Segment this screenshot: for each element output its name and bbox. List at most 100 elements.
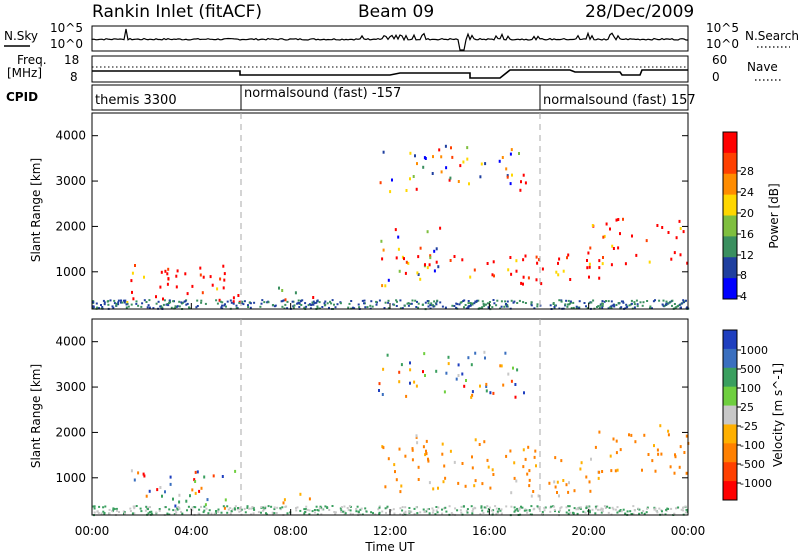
range-gate-cell [415, 384, 418, 388]
range-gate-cell [260, 302, 263, 305]
range-gate-cell [315, 301, 318, 304]
range-gate-cell [221, 475, 224, 478]
range-gate-cell [204, 503, 207, 507]
range-gate-cell [415, 187, 418, 191]
range-gate-cell [600, 511, 603, 514]
range-gate-cell [224, 303, 226, 306]
range-gate-cell [304, 508, 307, 511]
range-gate-cell [200, 505, 202, 508]
range-gate-cell [618, 302, 621, 305]
range-gate-cell [166, 282, 169, 286]
range-gate-cell [432, 487, 435, 491]
range-gate-cell [570, 307, 573, 310]
range-gate-cell [548, 481, 551, 485]
range-gate-cell [516, 302, 519, 304]
range-gate-cell [510, 299, 513, 302]
range-gate-cell [510, 491, 513, 495]
range-gate-cell [560, 459, 563, 463]
range-gate-cell [629, 510, 632, 513]
range-gate-cell [649, 305, 652, 308]
range-gate-cell [444, 506, 447, 509]
range-gate-cell [431, 507, 434, 510]
range-gate-cell [557, 261, 559, 265]
range-gate-cell [198, 508, 201, 511]
range-gate-cell [684, 505, 687, 508]
range-gate-cell [163, 299, 166, 302]
range-gate-cell [624, 512, 627, 515]
range-gate-cell [441, 508, 443, 511]
range-gate-cell [382, 446, 385, 450]
range-gate-cell [176, 305, 179, 308]
range-gate-cell [92, 505, 95, 508]
range-gate-cell [648, 260, 651, 264]
range-gate-cell [231, 508, 234, 511]
range-gate-cell [147, 508, 149, 511]
range-gate-cell [92, 301, 95, 304]
range-gate-cell [174, 305, 177, 308]
noise-right-label: N.Search [745, 29, 799, 43]
range-gate-cell [439, 226, 442, 230]
range-gate-cell [470, 395, 473, 399]
range-gate-cell [560, 300, 563, 303]
y-tick-label: 1000 [55, 471, 86, 485]
range-gate-cell [93, 511, 96, 514]
range-gate-cell [509, 449, 512, 453]
range-gate-cell [319, 505, 322, 508]
range-gate-cell [566, 305, 569, 308]
range-gate-cell [219, 277, 222, 281]
range-gate-cell [386, 505, 389, 508]
range-gate-cell [308, 497, 311, 501]
range-gate-cell [102, 299, 105, 302]
range-gate-cell [123, 301, 126, 304]
range-gate-cell [485, 389, 488, 393]
range-gate-cell [281, 305, 284, 308]
range-gate-cell [185, 499, 188, 503]
range-gate-cell [181, 512, 184, 515]
range-gate-cell [462, 160, 465, 164]
velocity-colorbar-frame [722, 329, 738, 501]
range-gate-cell [393, 463, 396, 467]
range-gate-cell [541, 511, 544, 513]
range-gate-cell [554, 456, 557, 460]
range-gate-cell [633, 303, 636, 306]
range-gate-cell [512, 301, 515, 304]
range-gate-cell [611, 506, 614, 509]
range-gate-cell [469, 275, 472, 279]
range-gate-cell [585, 305, 587, 308]
range-gate-cell [530, 494, 533, 498]
range-gate-cell [444, 144, 447, 148]
range-gate-cell [622, 301, 625, 304]
range-gate-cell [124, 512, 126, 515]
range-gate-cell [611, 244, 614, 248]
range-gate-cell [565, 483, 568, 487]
range-gate-cell [267, 301, 270, 304]
range-gate-cell [320, 513, 323, 516]
range-gate-cell [595, 507, 597, 510]
range-gate-cell [390, 509, 393, 512]
range-gate-cell [620, 306, 623, 309]
range-gate-cell [617, 510, 620, 513]
range-gate-cell [576, 512, 579, 515]
range-gate-cell [579, 507, 582, 510]
range-gate-cell [550, 505, 553, 508]
range-gate-cell [463, 299, 466, 302]
freq-panel: Freq. [MHz] 18 8 60 0 Nave [7, 53, 782, 84]
range-gate-cell [641, 304, 644, 307]
range-gate-cell [483, 350, 486, 354]
range-gate-cell [250, 507, 253, 510]
range-gate-cell [516, 368, 519, 372]
range-gate-cell [495, 512, 498, 515]
noise-sky-trace [91, 28, 688, 51]
range-gate-cell [180, 510, 182, 513]
range-gate-cell [381, 393, 384, 396]
range-gate-cell [641, 468, 643, 472]
range-gate-cell [478, 443, 481, 446]
y-tick-label: 4000 [55, 129, 86, 143]
range-gate-cell [524, 508, 527, 511]
range-gate-cell [486, 505, 489, 508]
range-gate-cell [318, 301, 321, 304]
range-gate-cell [582, 510, 585, 513]
range-gate-cell [449, 259, 452, 262]
range-gate-cell [493, 302, 496, 305]
range-gate-cell [683, 451, 686, 454]
